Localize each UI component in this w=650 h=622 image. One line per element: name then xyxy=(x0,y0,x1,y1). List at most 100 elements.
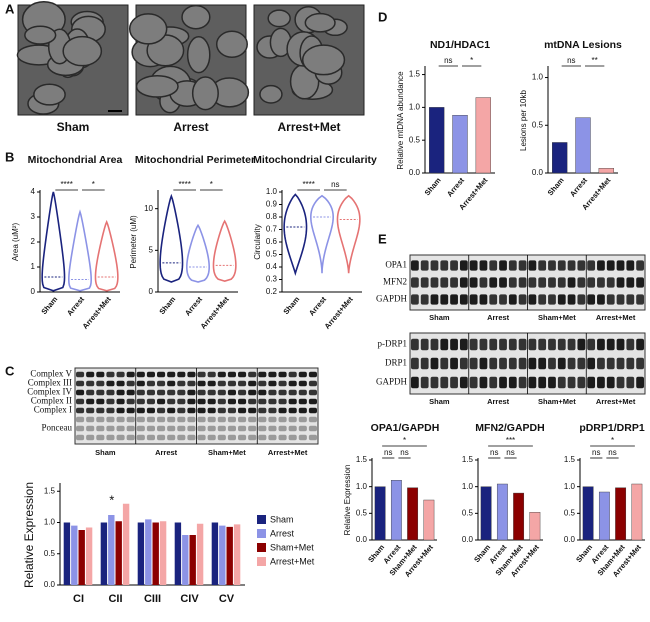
x-tick-label: Arrest xyxy=(568,175,589,198)
group-label: Sham xyxy=(429,397,450,406)
band xyxy=(268,398,277,405)
significance: ns xyxy=(506,448,514,457)
x-tick-label: Arrest xyxy=(307,294,328,317)
y-tick-label: 1.5 xyxy=(564,455,576,464)
band xyxy=(268,434,277,441)
band xyxy=(86,398,95,405)
band xyxy=(157,380,166,387)
x-tick-label: Sham xyxy=(423,176,443,198)
band xyxy=(96,416,105,423)
band xyxy=(126,380,135,387)
group-label: Sham xyxy=(429,313,450,322)
band xyxy=(626,277,635,288)
band-label: Complex III xyxy=(28,378,72,388)
band xyxy=(258,389,267,396)
band xyxy=(450,260,458,271)
band xyxy=(499,376,507,389)
band xyxy=(508,294,517,305)
band xyxy=(411,277,419,288)
band xyxy=(116,380,125,387)
band xyxy=(308,380,317,387)
band xyxy=(106,425,115,432)
band xyxy=(469,260,478,271)
group-label: Sham+Met xyxy=(208,448,246,457)
band xyxy=(587,277,596,288)
bar xyxy=(174,522,182,585)
band xyxy=(440,376,449,389)
band xyxy=(207,425,216,432)
band xyxy=(489,277,498,288)
band xyxy=(217,389,226,396)
significance: ns xyxy=(331,180,339,189)
band xyxy=(597,376,605,389)
y-tick-label: 1.0 xyxy=(356,482,368,491)
band xyxy=(248,389,257,396)
bar xyxy=(71,525,78,585)
chart-title: MFN2/GAPDH xyxy=(475,422,544,434)
band xyxy=(177,434,186,441)
band xyxy=(528,260,537,271)
band xyxy=(227,380,236,387)
band xyxy=(557,338,566,351)
band xyxy=(459,294,468,305)
band xyxy=(268,371,277,378)
band xyxy=(258,416,267,423)
band xyxy=(479,376,488,389)
band xyxy=(106,416,115,423)
band xyxy=(538,357,547,370)
band xyxy=(96,407,105,414)
band xyxy=(96,380,105,387)
band xyxy=(440,260,449,271)
bar xyxy=(78,530,85,585)
band xyxy=(106,398,115,405)
band xyxy=(136,425,145,432)
bar xyxy=(513,492,525,541)
violin xyxy=(310,194,334,274)
band-label: OPA1 xyxy=(385,260,407,270)
band xyxy=(238,407,247,414)
band xyxy=(146,425,155,432)
band xyxy=(177,389,186,396)
band xyxy=(146,398,155,405)
band xyxy=(548,357,556,370)
band xyxy=(420,277,429,288)
band xyxy=(288,398,297,405)
bar xyxy=(390,480,402,541)
band xyxy=(116,425,125,432)
bar xyxy=(115,521,122,585)
band xyxy=(469,357,478,370)
band xyxy=(440,357,449,370)
chart-title: mtDNA Lesions xyxy=(544,39,622,51)
band xyxy=(557,260,566,271)
y-tick-label: 4 xyxy=(31,187,36,196)
bar xyxy=(182,535,189,585)
band xyxy=(430,338,439,351)
mitochondrion xyxy=(304,12,336,33)
band xyxy=(96,389,105,396)
band xyxy=(606,376,615,389)
band xyxy=(238,398,247,405)
band xyxy=(177,425,186,432)
band xyxy=(76,434,85,441)
band xyxy=(518,376,527,389)
band xyxy=(157,434,166,441)
band xyxy=(126,389,135,396)
band xyxy=(126,434,135,441)
band xyxy=(126,371,135,378)
band xyxy=(248,425,257,432)
band xyxy=(489,376,498,389)
bar xyxy=(631,483,643,541)
band xyxy=(76,407,85,414)
band xyxy=(207,371,216,378)
band xyxy=(227,416,236,423)
y-axis-label: Circularity xyxy=(253,224,262,260)
band xyxy=(430,260,439,271)
y-tick-label: 0.5 xyxy=(409,135,421,144)
y-tick-label: 0.0 xyxy=(462,535,474,544)
significance: ns xyxy=(592,448,600,457)
y-axis-label: Perimeter (uM) xyxy=(129,215,138,269)
band xyxy=(469,277,478,288)
significance: ns xyxy=(444,56,452,65)
band xyxy=(187,425,196,432)
